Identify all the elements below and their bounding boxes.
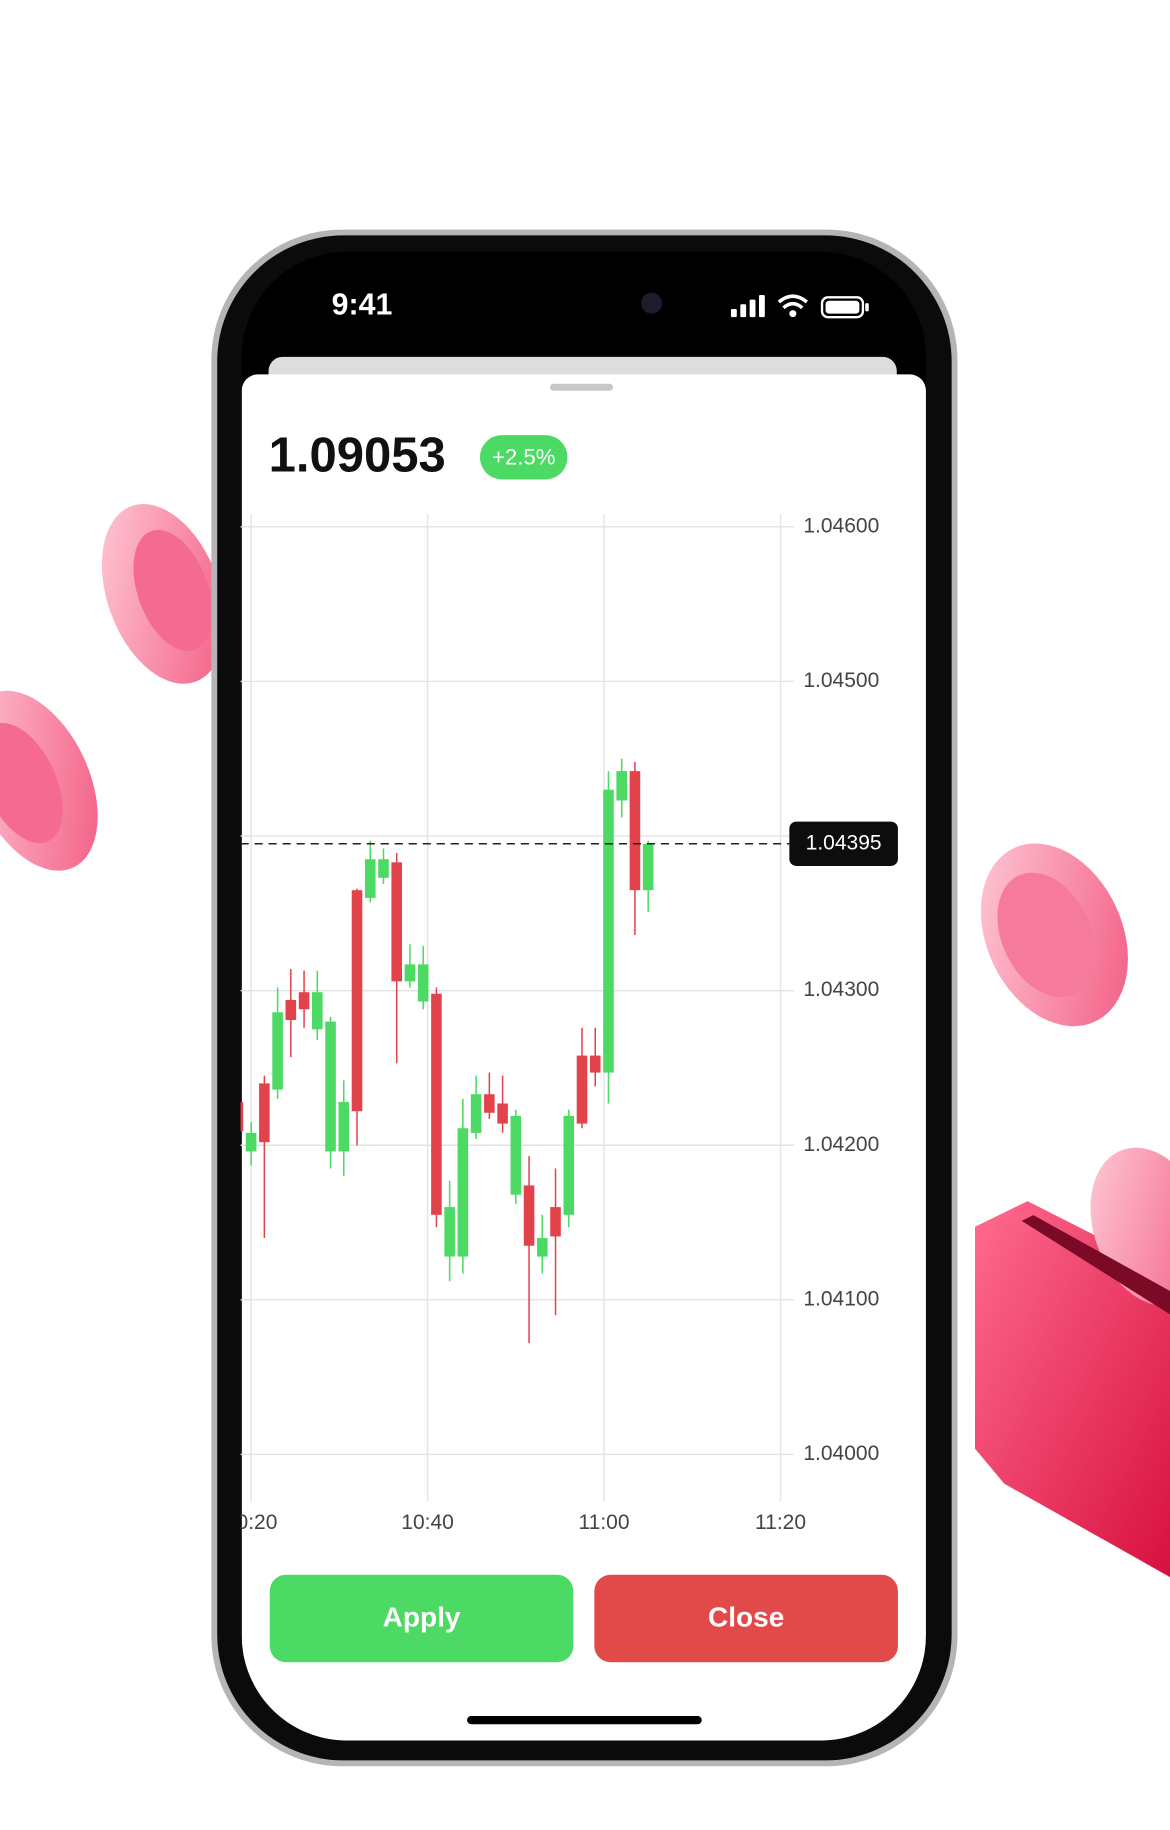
current-price-box bbox=[789, 821, 898, 866]
candle-body bbox=[272, 1012, 283, 1090]
candle-body bbox=[338, 1101, 350, 1152]
button-bg[interactable] bbox=[594, 1574, 898, 1663]
candle-body bbox=[444, 1207, 455, 1257]
candle-body bbox=[510, 1115, 522, 1195]
button-label[interactable]: Apply bbox=[383, 1602, 461, 1633]
candle-body bbox=[364, 859, 376, 898]
buttons: Apply Close bbox=[269, 1574, 898, 1663]
candle-body bbox=[563, 1115, 575, 1215]
candle-body bbox=[298, 992, 310, 1010]
button-bg[interactable] bbox=[269, 1574, 574, 1663]
y-tick-label: 1.04200 bbox=[803, 1133, 879, 1156]
candle-body bbox=[603, 789, 614, 1073]
candle-body bbox=[523, 1185, 535, 1246]
candle-body bbox=[417, 964, 429, 1002]
candle-body bbox=[629, 771, 641, 891]
change-badge bbox=[479, 435, 568, 480]
candle-body bbox=[391, 862, 403, 982]
candle-body bbox=[457, 1128, 469, 1257]
candle-body bbox=[470, 1094, 482, 1133]
candle-body bbox=[536, 1238, 548, 1257]
candle-body bbox=[550, 1207, 561, 1237]
y-tick-label: 1.04000 bbox=[803, 1442, 879, 1465]
y-tick-label: 1.04600 bbox=[803, 514, 879, 537]
candle-body bbox=[589, 1055, 601, 1073]
y-tick-label: 1.04500 bbox=[803, 669, 879, 692]
candle-body bbox=[497, 1103, 508, 1124]
x-tick-label: 11:20 bbox=[755, 1511, 806, 1534]
candle-body bbox=[245, 1132, 257, 1152]
x-tick-label: 10:40 bbox=[401, 1511, 454, 1534]
grid bbox=[240, 514, 795, 1502]
candle-body bbox=[351, 890, 363, 1112]
candle-body bbox=[285, 999, 297, 1021]
current-price-label: 1.04395 bbox=[806, 831, 882, 854]
candles bbox=[240, 758, 654, 1344]
candle-body bbox=[431, 993, 442, 1215]
decoration bbox=[0, 504, 1170, 1578]
candle-body bbox=[616, 771, 627, 801]
x-tick-label: 11:00 bbox=[579, 1511, 630, 1534]
x-labels: 10:20 10:40 11:00 11:20 bbox=[225, 1511, 806, 1534]
candle-body bbox=[576, 1055, 588, 1124]
y-tick-label: 1.04300 bbox=[803, 978, 879, 1001]
button-label[interactable]: Close bbox=[708, 1602, 784, 1633]
status-time: 9:41 bbox=[332, 289, 393, 322]
axes: 10:2010:4011:0011:201.046001.045001.0440… bbox=[225, 514, 898, 1534]
phone bbox=[211, 229, 958, 1767]
change: +2.5% bbox=[492, 444, 555, 469]
candle-body bbox=[312, 992, 323, 1030]
candle-body bbox=[404, 964, 416, 982]
y-tick-label: 1.04100 bbox=[803, 1287, 879, 1310]
candle-body bbox=[240, 1101, 244, 1132]
candle-body bbox=[484, 1094, 495, 1113]
candle-body bbox=[378, 859, 389, 878]
candle-body bbox=[325, 1021, 336, 1152]
x-tick-label: 10:20 bbox=[225, 1511, 278, 1534]
button[interactable]: Apply bbox=[269, 1574, 574, 1663]
price: 1.09053 bbox=[269, 428, 446, 482]
candle-body bbox=[259, 1083, 270, 1143]
button[interactable]: Close bbox=[594, 1574, 898, 1663]
candle-body bbox=[642, 843, 654, 891]
